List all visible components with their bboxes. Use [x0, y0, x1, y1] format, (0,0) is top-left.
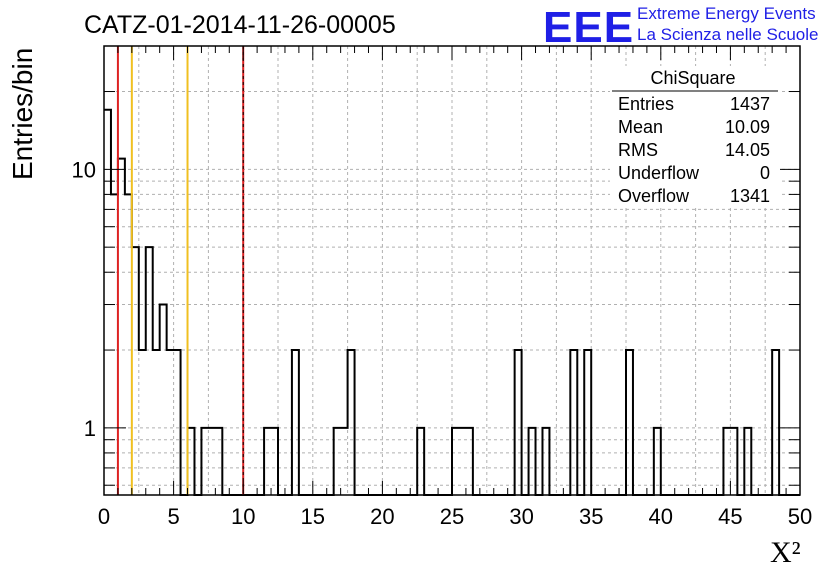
histogram-bin [215, 428, 222, 495]
x-tick-label: 40 [649, 504, 673, 529]
stats-value: 1437 [730, 94, 770, 114]
stats-name: ChiSquare [650, 68, 735, 88]
histogram-bin [139, 350, 146, 495]
x-tick-label: 5 [167, 504, 179, 529]
histogram-bin [160, 305, 167, 495]
histogram-bin [334, 428, 341, 495]
histogram-bin [208, 428, 215, 495]
x-tick-label: 45 [718, 504, 742, 529]
eee-logo: EEE Extreme Energy Events La Scienza nel… [543, 3, 818, 52]
histogram-bin [744, 428, 751, 495]
histogram-bin [104, 110, 111, 495]
x-tick-label: 30 [509, 504, 533, 529]
histogram-bin [201, 428, 208, 495]
threshold-lines [116, 46, 245, 495]
histogram-bin [118, 159, 125, 495]
histogram-bin [146, 247, 153, 495]
histogram-bin [167, 350, 174, 495]
histogram-bin [125, 194, 132, 495]
histogram-bin [529, 428, 536, 495]
histogram-bin [348, 350, 355, 495]
y-axis-label: Entries/bin [7, 48, 38, 180]
histogram-bin [153, 350, 160, 495]
chart-title: CATZ-01-2014-11-26-00005 [84, 11, 396, 39]
histogram-bin [730, 428, 737, 495]
histogram-bin [466, 428, 473, 495]
histogram-bin [132, 247, 139, 495]
stats-box-background [610, 66, 780, 208]
histogram-bin [542, 428, 549, 495]
histogram-bin [459, 428, 466, 495]
histogram-bin [417, 428, 424, 495]
stats-label: Entries [618, 94, 674, 114]
histogram-bin [515, 350, 522, 495]
histogram-bin [264, 428, 271, 495]
x-tick-label: 20 [370, 504, 394, 529]
y-tick-label: 1 [84, 416, 96, 441]
histogram-bin [292, 350, 299, 495]
logo-line-2: La Scienza nelle Scuole [637, 25, 818, 44]
histogram-bin [772, 350, 779, 495]
logo-line-1: Extreme Energy Events [637, 4, 816, 23]
stats-value: 14.05 [725, 140, 770, 160]
x-tick-label: 15 [301, 504, 325, 529]
histogram-bin [111, 194, 118, 495]
x-tick-label: 0 [98, 504, 110, 529]
stats-label: RMS [618, 140, 658, 160]
histogram-bin [174, 350, 181, 495]
stats-value: 10.09 [725, 117, 770, 137]
histogram-bin [723, 428, 730, 495]
histogram-bin [570, 350, 577, 495]
x-axis-label: X² [770, 536, 801, 569]
histogram-bin [452, 428, 459, 495]
stats-box: ChiSquare Entries 1437 Mean 10.09 RMS 14.05 Un… [610, 66, 780, 208]
stats-label: Underflow [618, 163, 700, 183]
histogram-bin [271, 428, 278, 495]
histogram-bin [584, 350, 591, 495]
histogram-bin [341, 428, 348, 495]
histogram-bin [626, 350, 633, 495]
axes: 0 5 10 15 20 25 30 35 40 45 50 1 10 [72, 45, 812, 529]
y-tick-label: 10 [72, 157, 96, 182]
logo-mark: EEE [543, 3, 634, 52]
stats-value: 0 [760, 163, 770, 183]
x-tick-label: 35 [579, 504, 603, 529]
histogram-bin [654, 428, 661, 495]
x-tick-label: 50 [788, 504, 812, 529]
x-tick-label: 10 [231, 504, 255, 529]
stats-label: Overflow [618, 186, 690, 206]
histogram-bin [188, 428, 195, 495]
stats-label: Mean [618, 117, 663, 137]
stats-value: 1341 [730, 186, 770, 206]
x-tick-label: 25 [440, 504, 464, 529]
